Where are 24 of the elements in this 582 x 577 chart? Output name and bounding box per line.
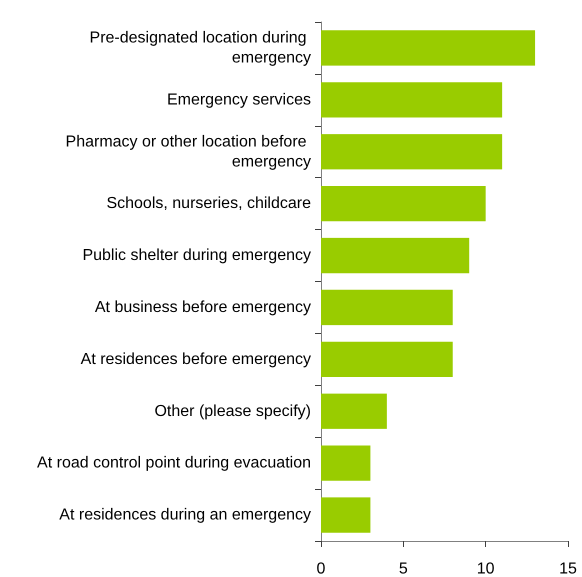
bar xyxy=(321,186,486,222)
y-tick-label: Schools, nurseries, childcare xyxy=(106,195,312,212)
y-tick-label: Other (please specify) xyxy=(154,402,311,420)
bar xyxy=(321,290,453,326)
x-tick-label: 5 xyxy=(398,560,408,577)
bar xyxy=(321,82,502,118)
y-tick-label: At business before emergency xyxy=(94,298,311,316)
bar xyxy=(321,30,536,66)
x-tick-label: 10 xyxy=(476,560,495,577)
y-tick-label: At road control point during evacuation xyxy=(37,454,311,472)
bar xyxy=(321,134,502,170)
y-tick-label: Pharmacy or other location before emergency xyxy=(66,133,311,170)
y-tick-label: At residences before emergency xyxy=(80,350,311,368)
y-tick-label: Public shelter during emergency xyxy=(82,247,311,264)
y-tick-label: Emergency services xyxy=(166,91,311,108)
bar xyxy=(321,238,470,274)
bar xyxy=(321,446,370,481)
bar xyxy=(321,497,370,533)
x-tick-label: 15 xyxy=(559,560,577,577)
y-tick-label: At residences during an emergency xyxy=(59,506,311,524)
bar xyxy=(321,342,453,377)
y-tick-label: Pre-designated location during emergency xyxy=(90,29,311,66)
x-tick-label: 0 xyxy=(316,560,326,577)
bar xyxy=(321,394,387,429)
